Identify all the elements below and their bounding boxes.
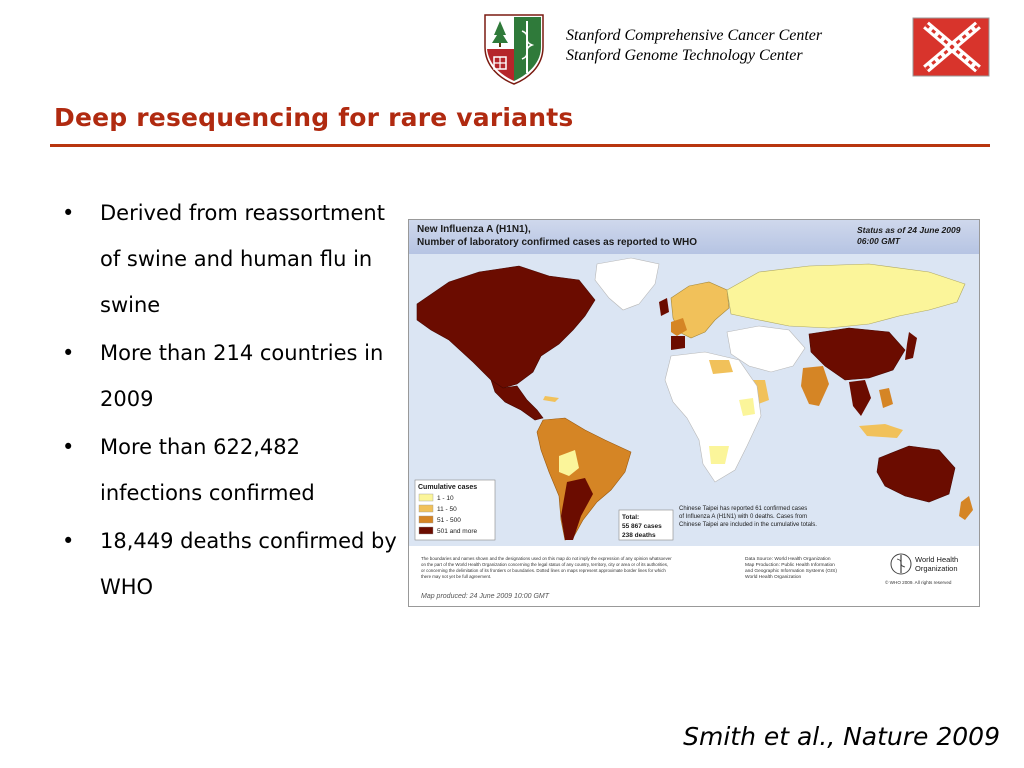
map-footer — [409, 546, 979, 606]
region-china — [808, 327, 906, 381]
legend-label-3: 51 - 500 — [437, 517, 461, 524]
source-1: Data Source: World Health Organization — [745, 556, 831, 562]
region-indonesia — [859, 424, 903, 438]
region-greenland — [594, 257, 660, 311]
legend-label-2: 11 - 50 — [437, 506, 457, 513]
region-uk — [659, 298, 669, 316]
map-status-1: Status as of 24 June 2009 — [857, 225, 961, 235]
region-australia — [876, 445, 956, 503]
legend-swatch-3 — [418, 515, 434, 524]
region-russia — [726, 263, 966, 329]
header-line-2: Stanford Genome Technology Center — [566, 47, 803, 64]
institution-header: Stanford Comprehensive Cancer Center Sta… — [566, 26, 822, 66]
title-divider — [50, 144, 990, 147]
citation: Smith et al., Nature 2009 — [683, 722, 1000, 751]
total-label: Total: — [622, 514, 639, 521]
legend-label-4: 501 and more — [437, 528, 477, 535]
bullet-item: More than 214 countries in 2009 — [60, 330, 400, 422]
bullet-item: 18,449 deaths confirmed by WHO — [60, 518, 400, 610]
region-philippines — [879, 388, 893, 408]
legend-swatch-1 — [418, 493, 434, 502]
region-north-america — [416, 265, 596, 389]
map-status-2: 06:00 GMT — [857, 236, 901, 246]
region-bolivia — [559, 450, 579, 476]
map-total-box — [618, 509, 674, 541]
taipei-note-2: of Influenza A (H1N1) with 0 deaths. Cas… — [679, 514, 807, 520]
who-h1n1-map: New Influenza A (H1N1), Number of labora… — [408, 219, 980, 607]
legend-title: Cumulative cases — [418, 484, 477, 491]
region-middle-east — [726, 325, 806, 373]
stanford-shield-logo — [484, 14, 544, 85]
region-argentina-chile — [561, 478, 593, 540]
who-copyright: © WHO 2009. All rights reserved — [885, 579, 952, 585]
disclaimer-4: there may not yet be full agreement. — [421, 574, 491, 579]
taipei-note-3: Chinese Taipei are included in the cumul… — [679, 522, 817, 528]
disclaimer-2: on the part of the World Health Organiza… — [421, 562, 668, 567]
map-header-band — [409, 220, 979, 254]
region-india — [801, 366, 829, 406]
slide-title: Deep resequencing for rare variants — [54, 103, 574, 132]
total-cases: 55 867 cases — [622, 523, 662, 530]
region-egypt — [709, 360, 733, 374]
legend-label-1: 1 - 10 — [437, 495, 454, 502]
total-deaths: 238 deaths — [622, 532, 656, 539]
bullet-item: More than 622,482 infections confirmed — [60, 424, 400, 516]
map-figure: New Influenza A (H1N1), Number of labora… — [409, 220, 979, 606]
region-japan — [905, 332, 917, 360]
genome-center-x-logo — [912, 17, 990, 77]
who-name-2: Organization — [915, 564, 958, 573]
region-africa — [664, 351, 762, 483]
bullet-item: Derived from reassortment of swine and h… — [60, 190, 400, 328]
disclaimer-1: The boundaries and names shown and the d… — [421, 556, 672, 561]
who-emblem-icon — [890, 553, 912, 575]
source-3: and Geographic Information Systems (GIS) — [745, 568, 837, 574]
region-thailand — [849, 380, 871, 416]
header-line-1: Stanford Comprehensive Cancer Center — [566, 27, 823, 44]
source-4: World Health Organization — [745, 574, 802, 580]
map-title-1: New Influenza A (H1N1), — [417, 224, 531, 235]
region-spain — [671, 336, 685, 350]
who-name-1: World Health — [915, 555, 958, 564]
source-2: Map Production: Public Health Informatio… — [745, 562, 835, 568]
region-east-africa — [739, 398, 755, 416]
disclaimer-3: or concerning the delimitation of its fr… — [421, 568, 666, 573]
legend-swatch-2 — [418, 504, 434, 513]
map-produced: Map produced: 24 June 2009 10:00 GMT — [421, 593, 550, 600]
bullet-list: Derived from reassortment of swine and h… — [60, 190, 400, 612]
region-france — [671, 318, 687, 336]
region-south-africa — [709, 446, 729, 464]
region-new-zealand — [959, 496, 973, 520]
taipei-note-1: Chinese Taipei has reported 61 confirmed… — [679, 506, 807, 512]
map-title-2: Number of laboratory confirmed cases as … — [417, 237, 697, 248]
region-mexico — [490, 379, 544, 421]
region-caribbean — [543, 396, 559, 402]
legend-swatch-4 — [418, 526, 434, 535]
